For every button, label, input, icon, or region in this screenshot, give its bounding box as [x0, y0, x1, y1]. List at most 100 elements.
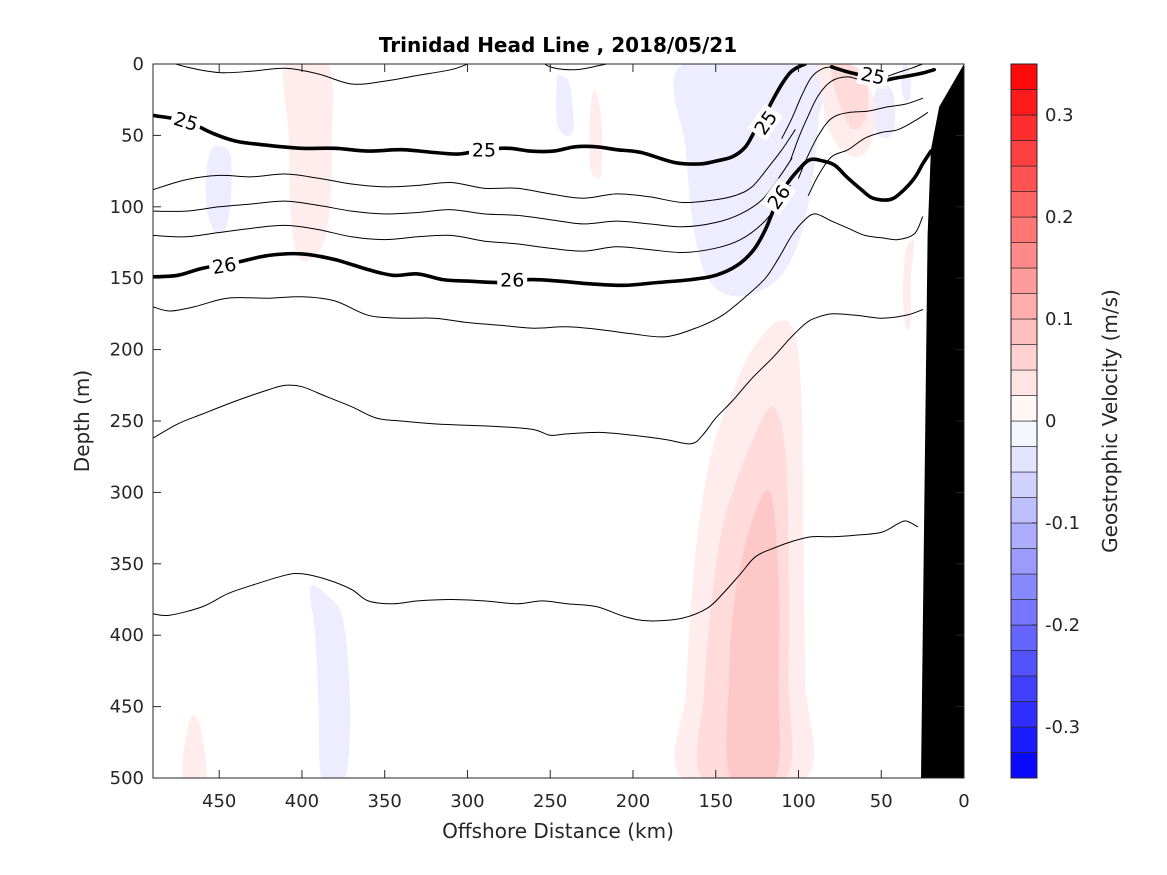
colorbar-band [1010, 726, 1038, 753]
y-tick-label: 50 [121, 125, 144, 146]
colorbar-tick-label: 0.3 [1045, 105, 1074, 126]
colorbar-tick-label: 0 [1045, 411, 1056, 432]
contour-label-bg [760, 178, 797, 216]
y-tick-label: 400 [110, 625, 144, 646]
contour-label: 26 [497, 268, 528, 292]
isopycnal-line [153, 213, 924, 338]
colorbar-band [1010, 216, 1038, 243]
y-tick-label: 450 [110, 697, 144, 718]
colorbar-band [1010, 318, 1038, 345]
isopycnal-line [153, 129, 796, 204]
colorbar-band [1010, 267, 1038, 294]
y-tick-label: 0 [133, 54, 144, 75]
colorbar [1010, 63, 1038, 779]
velocity-patch [902, 240, 915, 331]
velocity-patch [726, 490, 780, 778]
x-tick-label: 450 [202, 791, 236, 812]
colorbar-band [1010, 599, 1038, 626]
colorbar-band [1010, 344, 1038, 371]
colorbar-band [1010, 293, 1038, 320]
colorbar-band [1010, 191, 1038, 218]
velocity-patch [872, 84, 896, 139]
colorbar-tick-label: 0.2 [1045, 207, 1074, 228]
plot-area [153, 64, 964, 778]
colorbar-band [1010, 114, 1038, 141]
x-tick-label: 400 [285, 791, 319, 812]
contour-label: 25 [469, 138, 499, 162]
colorbar-band [1010, 471, 1038, 498]
colorbar-band [1010, 675, 1038, 702]
velocity-patch [900, 64, 912, 101]
isopycnal-line [173, 64, 468, 85]
contour-label-text: 26 [211, 254, 238, 280]
isopycnal-line [153, 520, 919, 622]
isopycnal-line [781, 66, 836, 139]
x-tick-label: 100 [781, 791, 815, 812]
velocity-patch [182, 715, 207, 778]
x-tick-label: 50 [870, 791, 893, 812]
isopycnal-line [543, 64, 609, 71]
x-tick-label: 350 [368, 791, 402, 812]
y-tick-label: 350 [110, 554, 144, 575]
y-axis: 0 50 100 150 200 250 300 350 400 450 500 [110, 54, 964, 789]
x-tick-label: 0 [958, 791, 969, 812]
x-tick-label: 250 [533, 791, 567, 812]
colorbar-tick-label: -0.2 [1045, 615, 1080, 636]
contour-label-text: 26 [500, 270, 524, 292]
y-tick-label: 500 [110, 768, 144, 789]
bathymetry-polygon [921, 64, 964, 778]
x-axis: 450 400 350 300 250 200 150 100 50 0 [202, 64, 970, 812]
colorbar-band [1010, 242, 1038, 269]
colorbar-band [1010, 165, 1038, 192]
colorbar-band [1010, 420, 1038, 447]
contour-label-bg [747, 103, 784, 142]
contour-label-bg [207, 252, 241, 279]
velocity-patch [205, 145, 232, 234]
contour-label: 25 [168, 106, 204, 137]
y-tick-label: 100 [110, 197, 144, 218]
chart-title: Trinidad Head Line , 2018/05/21 [379, 33, 737, 57]
colorbar-band [1010, 140, 1038, 167]
y-tick-label: 150 [110, 268, 144, 289]
contour-label-bg [469, 138, 499, 161]
isopycnal-line [153, 309, 924, 445]
colorbar-tick-label: -0.1 [1045, 513, 1080, 534]
colorbar-band [1010, 701, 1038, 728]
y-tick-label: 300 [110, 482, 144, 503]
colorbar-band [1010, 369, 1038, 396]
contour-label-text: 25 [472, 140, 496, 162]
x-axis-label: Offshore Distance (km) [442, 819, 674, 843]
colorbar-band [1010, 752, 1038, 779]
x-tick-label: 300 [450, 791, 484, 812]
contour-label-bg [497, 268, 528, 291]
x-tick-label: 150 [699, 791, 733, 812]
colorbar-band [1010, 548, 1038, 575]
isopycnal-line [153, 184, 791, 254]
isopycnal-line [789, 64, 924, 162]
colorbar-band [1010, 573, 1038, 600]
velocity-patch [556, 74, 574, 136]
colorbar-ticks: 0.3 0.2 0.1 0 -0.1 -0.2 -0.3 [1032, 105, 1080, 738]
colorbar-band [1010, 63, 1038, 90]
isopycnal-line [798, 97, 924, 179]
contour-label-text: 25 [859, 63, 887, 90]
contour-label: 26 [207, 252, 241, 280]
isopycnal-line [153, 157, 793, 228]
colorbar-band [1010, 446, 1038, 473]
colorbar-band [1010, 650, 1038, 677]
colorbar-band [1010, 522, 1038, 549]
colorbar-tick-label: 0.1 [1045, 309, 1074, 330]
isopycnal-line [807, 112, 929, 196]
velocity-patch [283, 64, 333, 262]
isopycnal-bold-line [153, 149, 933, 288]
bathymetry [921, 64, 964, 778]
colorbar-band [1010, 497, 1038, 524]
y-tick-label: 250 [110, 411, 144, 432]
colorbar-tick-label: -0.3 [1045, 717, 1080, 738]
contour-label-bg [168, 106, 204, 137]
y-tick-label: 200 [110, 340, 144, 361]
x-tick-label: 200 [616, 791, 650, 812]
colorbar-band [1010, 89, 1038, 116]
